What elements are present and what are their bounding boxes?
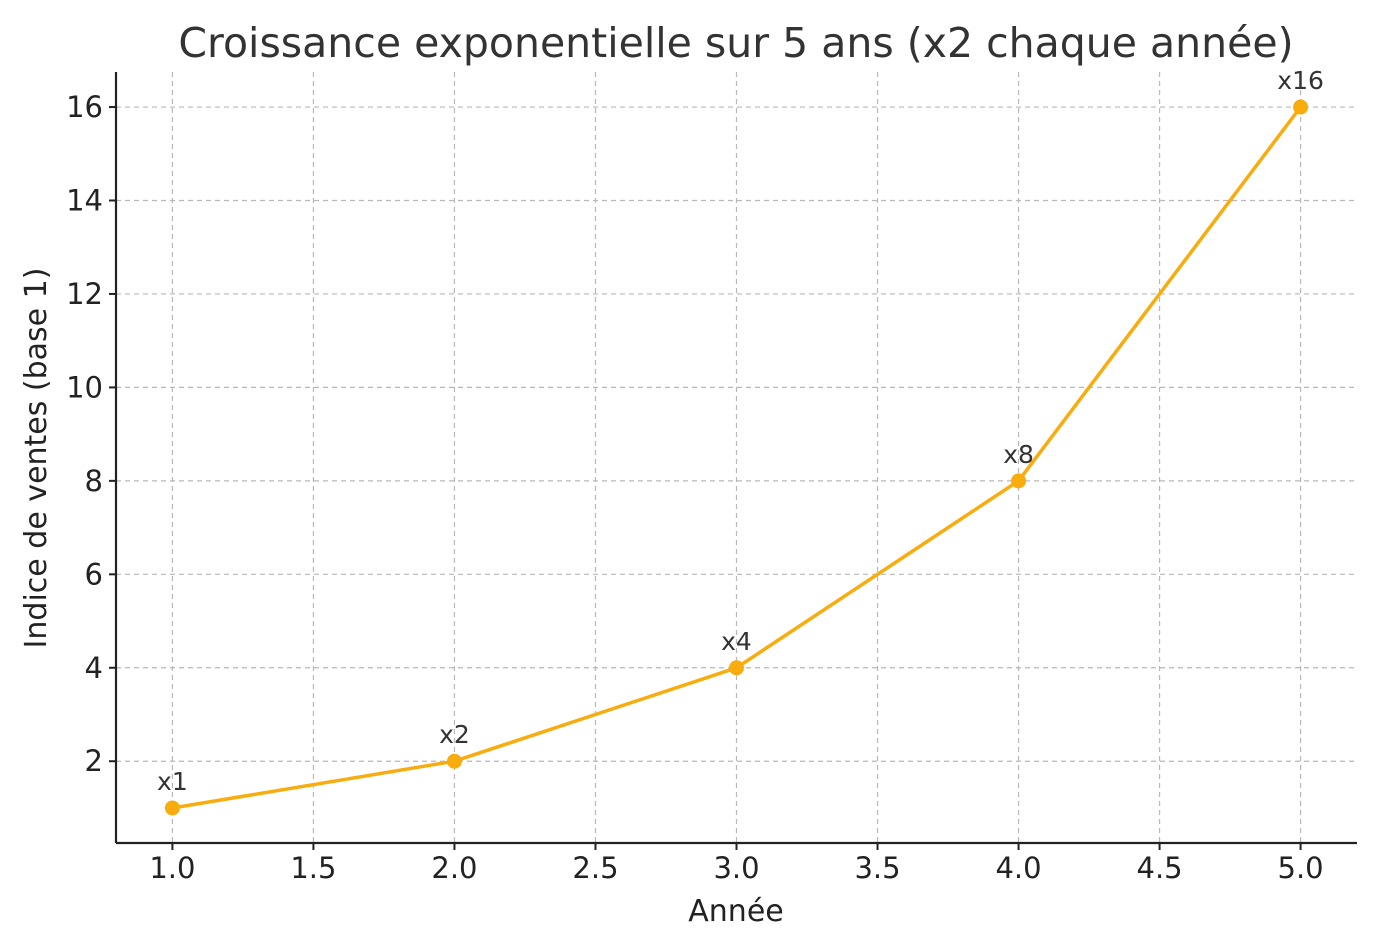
- x-axis-label: Année: [688, 894, 783, 929]
- y-tick-label: 2: [85, 744, 103, 778]
- x-tick-label: 4.0: [995, 851, 1041, 885]
- y-axis-label: Indice de ventes (base 1): [19, 268, 54, 649]
- y-tick-label: 10: [66, 370, 103, 404]
- data-points: [164, 99, 1309, 816]
- y-tick-label: 8: [85, 464, 103, 498]
- data-point: [1011, 473, 1027, 489]
- data-point: [164, 800, 180, 816]
- y-tick-label: 16: [66, 90, 103, 124]
- y-tick-label: 6: [85, 557, 103, 591]
- data-label: x1: [157, 767, 188, 796]
- x-axis-ticks: 1.0 1.5 2.0 2.5 3.0 3.5 4.0 4.5 5.0: [149, 843, 1324, 885]
- data-label: x8: [1003, 440, 1034, 469]
- data-point: [446, 753, 462, 769]
- chart-title: Croissance exponentielle sur 5 ans (x2 c…: [178, 19, 1293, 67]
- x-tick-label: 2.0: [431, 851, 477, 885]
- y-axis-ticks: 2 4 6 8 10 12 14 16: [66, 90, 116, 778]
- x-tick-label: 4.5: [1137, 851, 1183, 885]
- x-tick-label: 1.0: [149, 851, 195, 885]
- x-tick-label: 3.0: [713, 851, 759, 885]
- x-tick-label: 5.0: [1278, 851, 1324, 885]
- data-label: x16: [1277, 66, 1324, 95]
- x-tick-label: 1.5: [290, 851, 336, 885]
- data-point: [729, 660, 744, 676]
- data-label: x4: [721, 627, 752, 656]
- y-tick-label: 14: [66, 184, 103, 218]
- x-tick-label: 2.5: [572, 851, 618, 885]
- data-point: [1293, 99, 1309, 115]
- data-labels: x1 x2 x4 x8 x16: [157, 66, 1324, 796]
- x-tick-label: 3.5: [854, 851, 900, 885]
- data-label: x2: [439, 720, 470, 749]
- y-tick-label: 12: [66, 277, 103, 311]
- y-tick-label: 4: [85, 651, 103, 685]
